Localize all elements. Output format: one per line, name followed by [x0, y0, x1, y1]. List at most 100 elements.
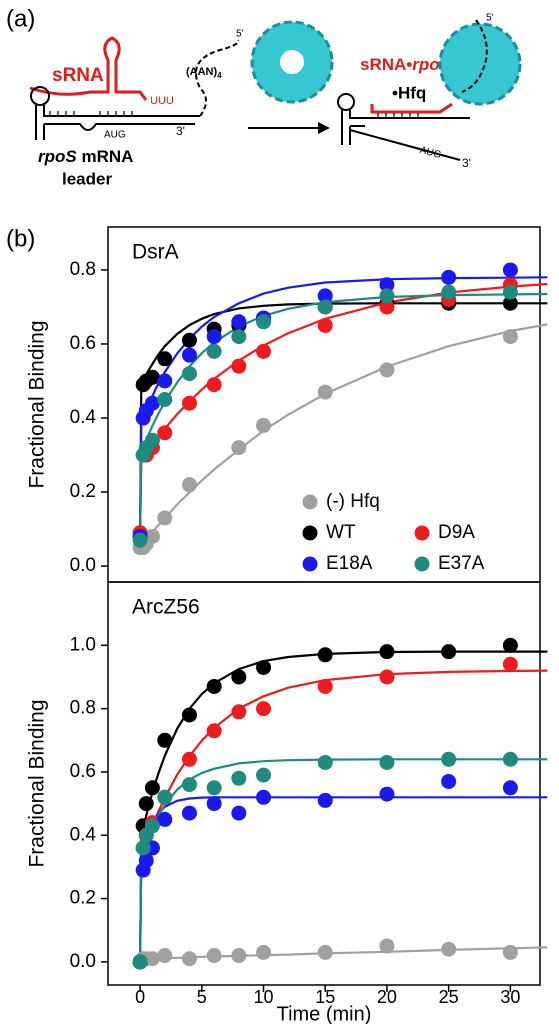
- data-point: [379, 786, 395, 802]
- legend-label: WT: [326, 522, 356, 543]
- data-point: [181, 347, 197, 363]
- data-point: [379, 362, 395, 378]
- y-axis-label: Fractional Binding: [26, 320, 49, 488]
- data-point: [502, 295, 518, 311]
- stem-loop: [337, 93, 355, 111]
- fit-line: [139, 323, 548, 549]
- data-point: [502, 751, 518, 767]
- aan-sub: 4: [217, 71, 222, 80]
- polyu-label: UUU: [150, 95, 174, 107]
- data-point: [317, 678, 333, 694]
- srna-strand: [29, 36, 148, 101]
- data-point: [181, 366, 197, 382]
- aan-linker: [461, 19, 488, 93]
- chart: 0.0 0.2 0.4 0.6 0.8 DsrA Fractional Binding (-)…: [26, 226, 548, 583]
- data-point: [144, 780, 160, 796]
- data-point: [181, 477, 197, 493]
- data-point: [441, 751, 457, 767]
- arrow-head: [318, 122, 330, 134]
- data-point: [157, 351, 173, 367]
- chart: 0.0 0.2 0.4 0.6 0.8 1.0 0 5 10 15 20 25 30 ArcZ56 Frac…: [26, 581, 548, 1024]
- srna-label: sRNA: [52, 65, 104, 86]
- data-point: [317, 647, 333, 663]
- data-point: [317, 317, 333, 333]
- data-point: [157, 392, 173, 408]
- data-point: [256, 944, 272, 960]
- data-point: [206, 343, 222, 359]
- data-point: [379, 288, 395, 304]
- x-tick-label: 0: [135, 987, 145, 1007]
- hfq-hexamer: [438, 22, 522, 106]
- data-point: [144, 432, 160, 448]
- data-point: [256, 767, 272, 783]
- y-tick-label: 0.0: [70, 951, 96, 972]
- legend-marker: [414, 556, 430, 572]
- mrna-strand: [35, 105, 200, 140]
- data-point: [379, 754, 395, 770]
- data-point: [144, 395, 160, 411]
- y-axis-label: Fractional Binding: [26, 699, 49, 867]
- hfq-label: •Hfq: [392, 83, 426, 102]
- data-point: [441, 269, 457, 285]
- data-point: [379, 669, 395, 685]
- y-tick-label: 0.4: [70, 824, 97, 845]
- y-tick-label: 0.0: [70, 555, 96, 576]
- data-point: [181, 751, 197, 767]
- hfq-pore: [280, 50, 304, 74]
- legend-label: E18A: [326, 553, 373, 574]
- fit-line: [139, 669, 548, 962]
- legend-marker: [302, 556, 318, 572]
- chart-title: ArcZ56: [132, 596, 200, 619]
- diagram-left: sRNA UUU AUG 3' rpoS mRNA leader (AAN)4 …: [29, 20, 334, 188]
- aan: (AAN): [186, 66, 217, 78]
- data-point: [441, 644, 457, 660]
- data-point: [144, 951, 160, 967]
- x-tick-label: 15: [315, 987, 335, 1007]
- data-point: [231, 314, 247, 330]
- srna-strand: [370, 102, 453, 114]
- data-point: [181, 707, 197, 723]
- mrna: mRNA: [81, 147, 133, 166]
- data-point: [502, 656, 518, 672]
- data-point: [181, 951, 197, 967]
- mrna-label: rpoS mRNA: [38, 147, 133, 166]
- complex-label: sRNA•rpoS: [360, 55, 452, 74]
- data-point: [206, 377, 222, 393]
- data-point: [135, 840, 151, 856]
- aan-label: (AAN)4: [186, 66, 222, 80]
- data-point: [441, 773, 457, 789]
- y-tick-label: 0.4: [70, 407, 97, 428]
- data-point: [317, 288, 333, 304]
- five-prime: 5': [486, 13, 494, 24]
- data-point: [206, 948, 222, 964]
- data-point: [132, 954, 148, 970]
- plot-frame: [107, 226, 541, 583]
- data-point: [231, 440, 247, 456]
- data-point: [144, 818, 160, 834]
- data-point: [206, 796, 222, 812]
- data-point: [181, 805, 197, 821]
- data-point: [256, 417, 272, 433]
- y-tick-label: 0.2: [70, 888, 96, 909]
- diagram-right: sRNA•rpoS •Hfq 5' AUG 3': [337, 13, 522, 170]
- y-tick-label: 0.8: [70, 698, 96, 719]
- data-point: [206, 678, 222, 694]
- stem-loop: [30, 86, 50, 106]
- mrna-tail: [349, 129, 461, 161]
- aan-linker: [195, 39, 240, 117]
- data-point: [379, 644, 395, 660]
- data-point: [206, 329, 222, 345]
- data-point: [441, 941, 457, 957]
- data-point: [231, 948, 247, 964]
- data-point: [379, 299, 395, 315]
- data-point: [231, 358, 247, 374]
- rpos: rpoS: [38, 147, 77, 166]
- data-point: [317, 944, 333, 960]
- data-point: [502, 329, 518, 345]
- srna: sRNA•: [360, 55, 412, 74]
- data-point: [502, 284, 518, 300]
- data-point: [502, 637, 518, 653]
- panel-label: (a): [6, 5, 35, 32]
- data-point: [157, 732, 173, 748]
- data-point: [231, 329, 247, 345]
